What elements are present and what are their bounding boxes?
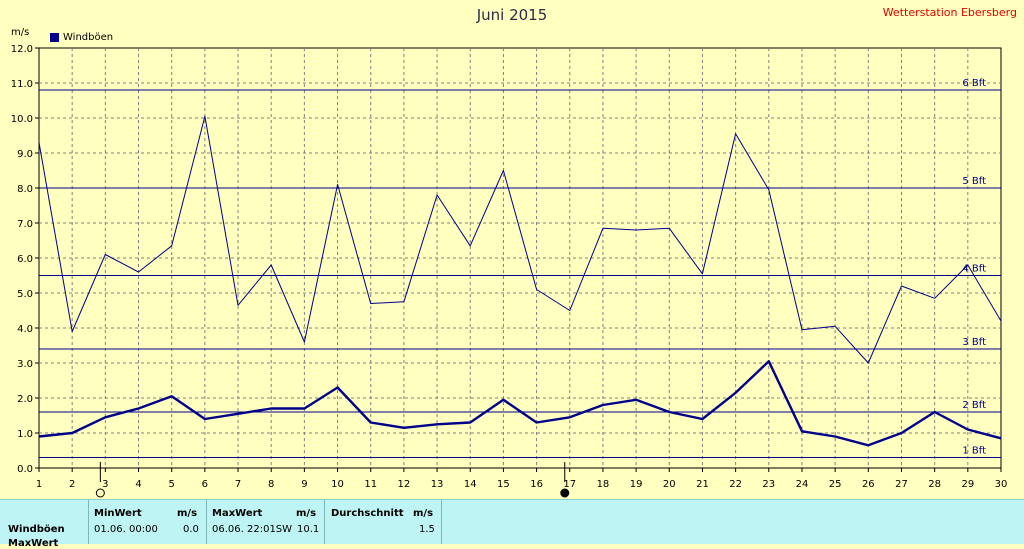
x-tick-label: 13 bbox=[431, 479, 444, 490]
y-tick-label: 9.0 bbox=[17, 149, 33, 160]
x-tick-label: 10 bbox=[331, 479, 344, 490]
legend: Windböen bbox=[50, 32, 113, 43]
y-tick-label: 8.0 bbox=[17, 184, 33, 195]
stats-separator bbox=[441, 500, 442, 544]
y-tick-label: 7.0 bbox=[17, 219, 33, 230]
beaufort-label: 5 Bft bbox=[962, 176, 986, 187]
full-moon-icon bbox=[560, 488, 570, 498]
x-tick-label: 17 bbox=[563, 479, 576, 490]
row-label: Windböen bbox=[8, 524, 65, 535]
x-tick-label: 23 bbox=[762, 479, 775, 490]
avg-header: Durchschnitt bbox=[331, 508, 404, 519]
x-tick-label: 7 bbox=[235, 479, 241, 490]
x-tick-label: 9 bbox=[301, 479, 307, 490]
chart-title: Juni 2015 bbox=[476, 6, 548, 24]
x-tick-label: 27 bbox=[895, 479, 908, 490]
x-tick-label: 4 bbox=[135, 479, 141, 490]
x-tick-label: 8 bbox=[268, 479, 274, 490]
y-tick-label: 5.0 bbox=[17, 289, 33, 300]
new-moon-icon bbox=[95, 488, 105, 498]
x-tick-label: 18 bbox=[597, 479, 610, 490]
beaufort-label: 1 Bft bbox=[962, 446, 986, 457]
stats-panel: MinWert m/s MaxWert m/s Durchschnitt m/s… bbox=[0, 499, 1024, 549]
x-tick-label: 1 bbox=[36, 479, 42, 490]
x-tick-label: 30 bbox=[995, 479, 1008, 490]
x-tick-label: 2 bbox=[69, 479, 75, 490]
beaufort-label: 2 Bft bbox=[962, 400, 986, 411]
x-tick-label: 22 bbox=[729, 479, 742, 490]
x-tick-label: 29 bbox=[961, 479, 974, 490]
x-tick-label: 16 bbox=[530, 479, 543, 490]
x-tick-label: 3 bbox=[102, 479, 108, 490]
max-value: 10.1 bbox=[297, 524, 320, 535]
chart-canvas: 1 2 3 4 5 6 7 8 9 10 11 12 13 14 15 16 17 18 19 20 21 22 23 24 2… bbox=[11, 44, 1008, 498]
avg-unit: m/s bbox=[413, 508, 434, 519]
y-tick-label: 11.0 bbox=[11, 79, 33, 90]
x-tick-label: 25 bbox=[829, 479, 842, 490]
x-tick-label: 19 bbox=[630, 479, 643, 490]
y-tick-label: 4.0 bbox=[17, 324, 33, 335]
y-tick-label: 12.0 bbox=[11, 44, 33, 55]
x-tick-label: 11 bbox=[364, 479, 377, 490]
x-tick-label: 15 bbox=[497, 479, 510, 490]
stats-separator bbox=[206, 500, 207, 544]
series-line-average bbox=[38, 360, 1002, 447]
y-tick-label: 10.0 bbox=[11, 114, 33, 125]
y-tick-label: 2.0 bbox=[17, 394, 33, 405]
y-tick-label: 6.0 bbox=[17, 254, 33, 265]
y-tick-label: 1.0 bbox=[17, 429, 33, 440]
x-tick-label: 5 bbox=[169, 479, 175, 490]
beaufort-label: 4 Bft bbox=[962, 264, 986, 275]
y-axis-unit: m/s bbox=[11, 27, 30, 38]
min-value: 0.0 bbox=[183, 524, 199, 535]
x-tick-label: 26 bbox=[862, 479, 875, 490]
max-unit: m/s bbox=[296, 508, 317, 519]
y-tick-label: 3.0 bbox=[17, 359, 33, 370]
min-date: 01.06. 00:00 bbox=[94, 524, 158, 535]
x-tick-label: 12 bbox=[398, 479, 411, 490]
legend-swatch bbox=[50, 33, 59, 42]
x-tick-label: 14 bbox=[464, 479, 477, 490]
stats-separator bbox=[88, 500, 89, 544]
beaufort-label: 6 Bft bbox=[962, 78, 986, 89]
x-tick-label: 28 bbox=[928, 479, 941, 490]
max-date: 06.06. 22:01SW bbox=[212, 524, 293, 535]
avg-value: 1.5 bbox=[419, 524, 435, 535]
x-tick-label: 24 bbox=[796, 479, 809, 490]
stats-separator bbox=[324, 500, 325, 544]
x-tick-label: 6 bbox=[202, 479, 208, 490]
x-tick-label: 20 bbox=[663, 479, 676, 490]
min-unit: m/s bbox=[177, 508, 198, 519]
min-header: MinWert bbox=[94, 508, 142, 519]
legend-label: Windböen bbox=[63, 32, 114, 43]
max-header: MaxWert bbox=[212, 508, 263, 519]
station-name: Wetterstation Ebersberg bbox=[882, 6, 1017, 19]
beaufort-label: 3 Bft bbox=[962, 337, 986, 348]
x-tick-label: 21 bbox=[696, 479, 709, 490]
row-label-next: MaxWert bbox=[8, 538, 59, 549]
series-line-gusts bbox=[38, 115, 1002, 364]
y-tick-label: 0.0 bbox=[17, 464, 33, 475]
